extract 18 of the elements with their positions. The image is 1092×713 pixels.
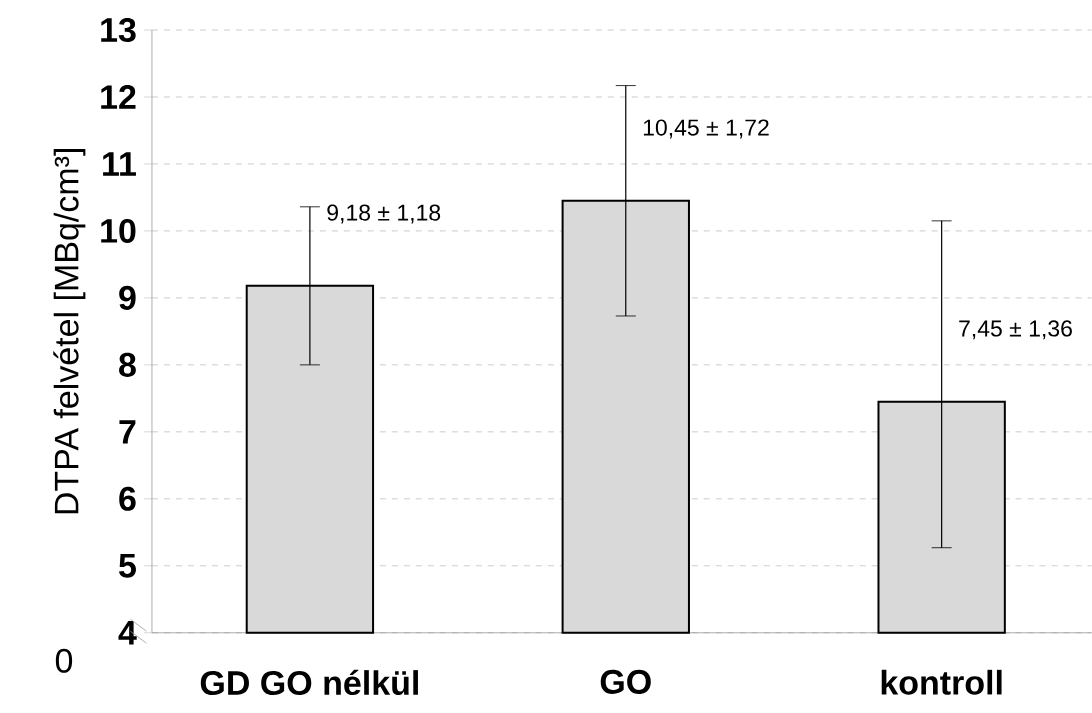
y-tick-label: 9	[119, 285, 136, 311]
y-tick-label: 7	[119, 420, 136, 444]
data-label: 7,45 ± 1,36	[959, 320, 1072, 340]
y-tick-label: 11	[103, 152, 136, 176]
data-label: 9,18 ± 1,18	[327, 204, 441, 224]
y-axis-title: DTPA felvétel [MBq/cm³]	[53, 149, 86, 514]
y-tick-label: 6	[119, 486, 136, 511]
y-tick-label: 13	[101, 18, 136, 43]
y-tick-label: 12	[101, 85, 136, 109]
x-tick-label: kontroll	[881, 669, 1002, 695]
text: 0	[55, 648, 73, 673]
y-tick-label: 5	[119, 554, 136, 578]
x-tick-label: GO	[600, 669, 651, 695]
x-tick-label: GD GO nélkül	[200, 669, 418, 696]
y-tick-label: 8	[119, 352, 136, 378]
data-label: 10,45 ± 1,72	[643, 119, 769, 139]
y-tick-label: 10	[101, 219, 136, 244]
y-tick-label: 4	[118, 621, 137, 645]
